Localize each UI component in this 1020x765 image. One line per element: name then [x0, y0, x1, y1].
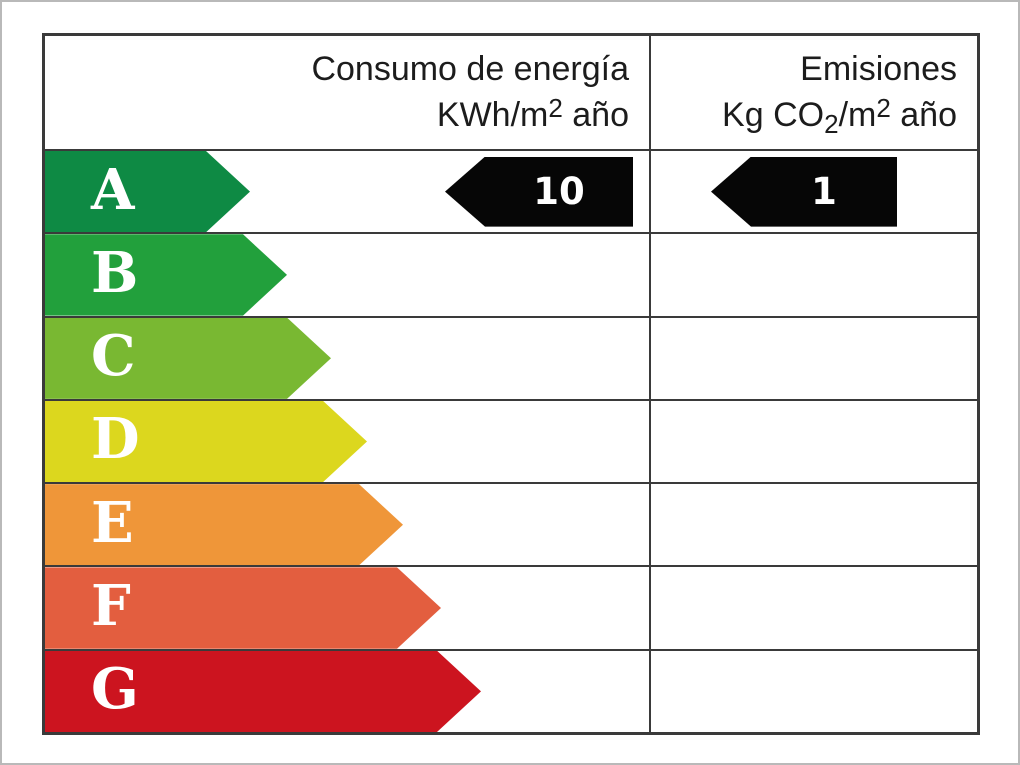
rating-row-f-consumption-cell: F	[45, 567, 651, 649]
rating-row-a-consumption-cell: A 10	[45, 151, 651, 233]
rating-row-b: B	[45, 234, 977, 318]
rating-row-e-consumption-cell: E	[45, 484, 651, 566]
rating-row-c: C	[45, 317, 977, 401]
rating-arrow-a: A	[45, 151, 250, 232]
rating-letter-e: E	[91, 489, 134, 556]
emissions-header-line2: Kg CO2/m2 año	[722, 92, 957, 139]
rating-row-f-emissions-cell	[651, 567, 977, 648]
rating-arrow-e: E	[45, 484, 403, 565]
rating-row-d-consumption-cell: D	[45, 400, 651, 483]
rating-arrow-f: F	[45, 567, 441, 648]
emissions-value: 1	[811, 170, 837, 214]
rating-letter-b: B	[91, 239, 139, 306]
rating-arrow-d: D	[45, 401, 367, 482]
rating-row-g: G	[45, 650, 977, 732]
superscript-2: 2	[876, 92, 891, 123]
emissions-header-line1: Emisiones	[800, 49, 957, 88]
rating-letter-g: G	[91, 656, 139, 723]
rating-arrow-g: G	[45, 651, 481, 732]
consumption-header-line1: Consumo de energía	[311, 49, 629, 88]
rating-row-b-consumption-cell: B	[45, 234, 651, 316]
rating-row-g-emissions-cell	[651, 651, 977, 732]
consumption-header: Consumo de energía KWh/m2 año	[45, 36, 651, 149]
rating-row-b-emissions-cell	[651, 234, 977, 315]
rating-row-a-emissions-cell: 1	[651, 151, 977, 232]
rating-row-g-consumption-cell: G	[45, 650, 651, 732]
rating-row-c-emissions-cell	[651, 318, 977, 399]
rating-row-a: A 10 1	[45, 151, 977, 235]
table-header: Consumo de energía KWh/m2 año Emisiones …	[45, 36, 977, 151]
rating-letter-c: C	[91, 323, 136, 390]
rating-letter-d: D	[91, 406, 140, 473]
consumption-header-line2: KWh/m2 año	[436, 92, 629, 134]
superscript-2: 2	[548, 92, 563, 123]
rating-row-e: E	[45, 484, 977, 568]
rating-arrow-b: B	[45, 234, 287, 315]
rating-row-e-emissions-cell	[651, 484, 977, 565]
rating-letter-a: A	[91, 156, 135, 223]
rating-row-d-emissions-cell	[651, 401, 977, 482]
rating-arrow-c: C	[45, 318, 331, 399]
consumption-value-marker: 10	[445, 156, 633, 227]
rating-row-f: F	[45, 567, 977, 651]
consumption-value: 10	[533, 170, 585, 214]
emissions-value-marker: 1	[711, 156, 897, 227]
rating-letter-f: F	[91, 573, 131, 640]
rating-row-c-consumption-cell: C	[45, 317, 651, 399]
emissions-header: Emisiones Kg CO2/m2 año	[651, 36, 977, 149]
rating-table: Consumo de energía KWh/m2 año Emisiones …	[42, 33, 980, 735]
rating-row-d: D	[45, 400, 977, 485]
subscript-2: 2	[824, 108, 839, 139]
